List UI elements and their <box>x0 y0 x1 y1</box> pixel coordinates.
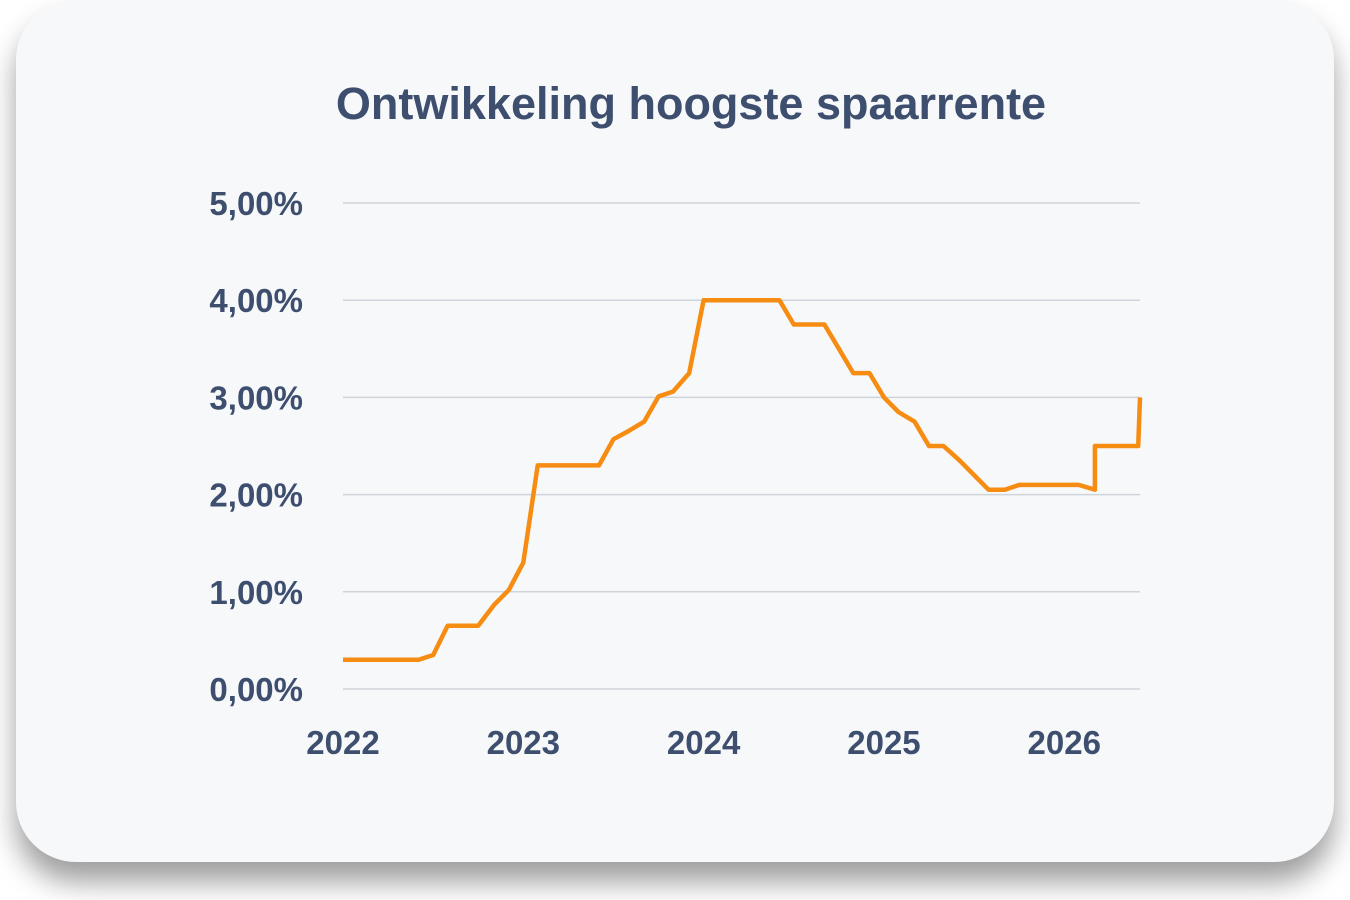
series-lines <box>343 297 1143 663</box>
x-tick-label: 2024 <box>667 724 741 761</box>
y-tick-label: 3,00% <box>209 379 303 416</box>
y-tick-label: 5,00% <box>209 185 303 222</box>
x-axis-ticks: 2022 2023 2024 2025 2026 <box>306 724 1101 761</box>
y-axis-ticks: 0,00% 1,00% 2,00% 3,00% 4,00% 5,00% <box>209 185 303 708</box>
chart-title: Ontwikkeling hoogste spaarrente <box>335 78 1047 129</box>
x-tick-label: 2023 <box>487 724 560 761</box>
x-tick-label: 2022 <box>306 724 379 761</box>
y-tick-label: 1,00% <box>209 574 303 611</box>
chart-card: Ontwikkeling hoogste spaarrente 0,00% 1,0… <box>16 0 1334 862</box>
gridlines <box>343 202 1140 690</box>
x-tick-label: 2025 <box>847 724 920 761</box>
x-tick-label: 2026 <box>1028 724 1101 761</box>
y-tick-label: 2,00% <box>209 477 303 514</box>
y-tick-label: 4,00% <box>209 282 303 319</box>
series-line <box>343 297 1143 663</box>
y-tick-label: 0,00% <box>209 671 303 708</box>
